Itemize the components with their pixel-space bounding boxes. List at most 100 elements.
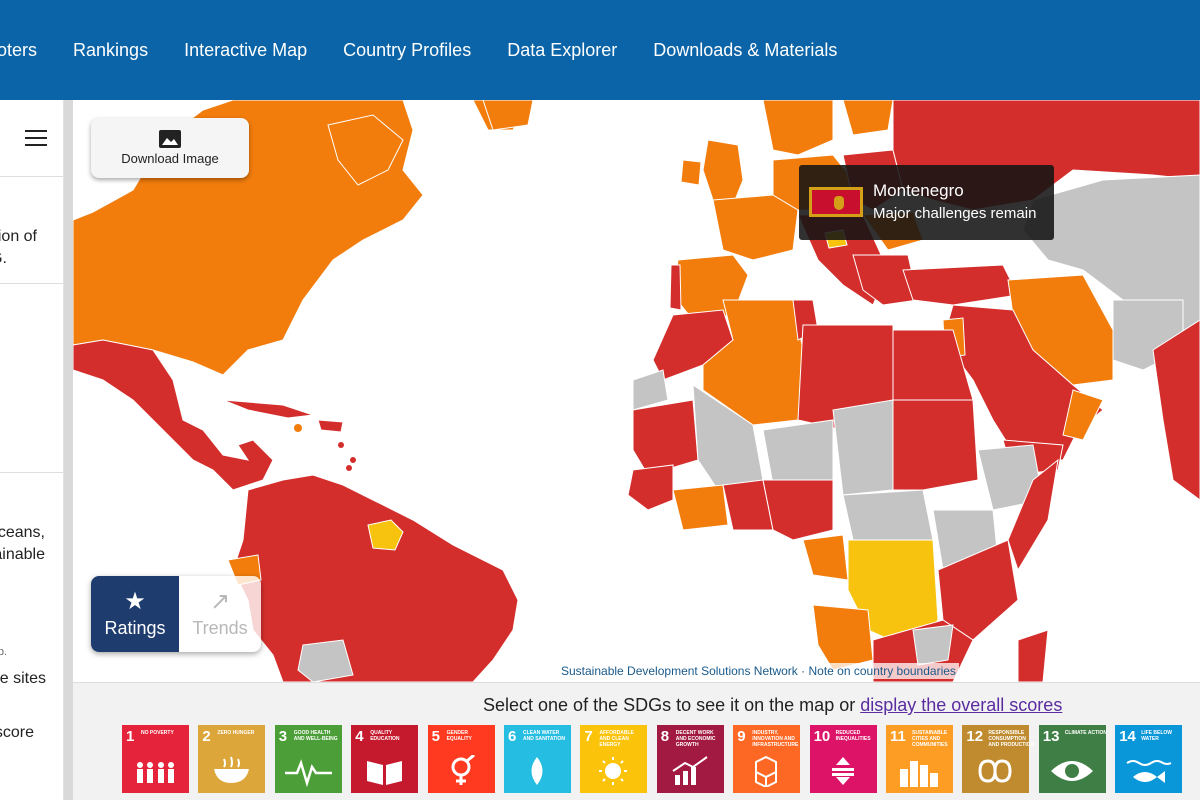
nav-link-chapters[interactable]: oters [0, 39, 38, 60]
sdg-tile-8[interactable]: 8 Decent Work and Economic Growth [656, 725, 724, 793]
sdg-tile-3[interactable]: 3 Good Health and Well-Being [274, 725, 342, 793]
sdg-tile-12[interactable]: 12 Responsible Consumption and Production [962, 725, 1034, 793]
sdg-title: Reduced Inequalities [835, 730, 871, 742]
nav-link-country-profiles[interactable]: Country Profiles [343, 39, 472, 60]
country-ireland[interactable] [680, 159, 702, 186]
side-info-panel: ion of G. ceans, ainable p. e sites scor… [0, 100, 64, 800]
sdg-number: 10 [813, 728, 831, 745]
country-sudan[interactable] [892, 399, 979, 491]
country-car[interactable] [842, 489, 934, 541]
country-south-america[interactable] [232, 474, 519, 682]
star-icon: ★ [124, 588, 146, 615]
attribution-source[interactable]: Sustainable Development Solutions Networ… [561, 664, 798, 678]
sdg-tile-5[interactable]: 5 Gender Equality [427, 725, 495, 793]
nav-link-data-explorer[interactable]: Data Explorer [507, 39, 618, 60]
country-madagascar[interactable] [1017, 629, 1049, 682]
ratings-button[interactable]: ★ Ratings [91, 576, 179, 652]
sdg-title: Zero Hunger [217, 730, 255, 736]
country-bolivia[interactable] [297, 639, 354, 682]
sdg-tile-9[interactable]: 9 Industry, Innovation and Infrastructure [733, 725, 801, 793]
country-cuba[interactable] [222, 399, 314, 419]
country-western-sahara[interactable] [632, 369, 669, 411]
sdg-tile-14[interactable]: 14 Life Below Water [1115, 725, 1183, 793]
island-marker[interactable] [294, 424, 302, 432]
country-mauritania[interactable] [632, 399, 699, 476]
country-malawi[interactable] [912, 624, 954, 666]
country-france[interactable] [712, 194, 799, 261]
sdg-number: 13 [1042, 728, 1060, 745]
bowl-icon [214, 756, 250, 783]
sdg-number: 14 [1119, 728, 1136, 745]
trends-label: Trends [192, 618, 248, 638]
country-iceland[interactable] [482, 100, 534, 131]
country-newfoundland[interactable] [327, 114, 404, 186]
country-mexico[interactable] [73, 339, 274, 491]
attribution-note[interactable]: Note on country boundaries [808, 664, 956, 678]
map-svg[interactable] [73, 100, 1200, 682]
country-nigeria[interactable] [762, 479, 834, 541]
country-senegal[interactable] [627, 464, 674, 511]
ratings-trends-toggle: ★ Ratings ↗ Trends [91, 576, 261, 652]
country-hispaniola[interactable] [317, 419, 344, 433]
panel-scrollbar[interactable] [64, 100, 73, 800]
sdg-title: Responsible Consumption and Production [988, 730, 1035, 748]
sdg-number: 5 [431, 728, 440, 745]
sun-power-icon [599, 757, 628, 785]
country-niger[interactable] [762, 419, 834, 486]
sdg-tile-10[interactable]: 10 Reduced Inequalities [809, 725, 877, 793]
sdg-title: Life Below Water [1141, 730, 1173, 742]
map-attribution: Sustainable Development Solutions Networ… [558, 663, 959, 679]
sdg-number: 9 [737, 728, 746, 745]
country-saudi-arabia[interactable] [942, 304, 1104, 461]
trends-button[interactable]: ↗ Trends [179, 576, 261, 652]
sdg-prompt-text: Select one of the SDGs to see it on the … [483, 695, 861, 715]
sdg-tile-4[interactable]: 4 Quality Education [351, 725, 419, 793]
sdg-title: Climate Action [1064, 730, 1108, 736]
island-marker[interactable] [350, 457, 356, 463]
panel-text-1b: G. [0, 250, 7, 267]
main-nav: oters Rankings Interactive Map Country P… [0, 0, 873, 100]
country-uk[interactable] [702, 139, 744, 206]
sdg-number: 8 [660, 728, 670, 745]
sdg-selector-bar: Select one of the SDGs to see it on the … [73, 682, 1200, 800]
country-angola[interactable] [812, 604, 874, 671]
sdg-title: Clean Water and Sanitation [523, 730, 566, 742]
country-chad[interactable] [832, 399, 894, 496]
panel-small-text: p. [0, 646, 7, 658]
nav-link-downloads[interactable]: Downloads & Materials [653, 39, 838, 60]
country-tanzania[interactable] [937, 539, 1019, 641]
sdg-tile-11[interactable]: 11 Sustainable Cities and Communities [886, 725, 953, 793]
nav-link-rankings[interactable]: Rankings [73, 39, 149, 60]
country-turkey[interactable] [902, 264, 1019, 306]
country-west-africa[interactable] [672, 484, 729, 531]
sdg-tile-6[interactable]: 6 Clean Water and Sanitation [504, 725, 571, 793]
nav-link-interactive-map[interactable]: Interactive Map [184, 39, 308, 60]
water-drop-icon [531, 757, 543, 785]
sdg-tile-7[interactable]: 7 Affordable and Clean Energy [580, 725, 648, 793]
island-marker[interactable] [338, 442, 344, 448]
fish-icon [1126, 760, 1172, 783]
island-marker[interactable] [346, 465, 352, 471]
hamburger-menu-icon[interactable] [25, 130, 47, 146]
country-portugal[interactable] [669, 264, 682, 311]
overall-scores-link[interactable]: display the overall scores [860, 695, 1063, 715]
country-cameroon[interactable] [802, 534, 849, 581]
attribution-separator: · [801, 664, 806, 678]
country-finland[interactable] [842, 100, 894, 136]
sdg-tile-2[interactable]: 2 Zero Hunger [198, 725, 266, 793]
country-somalia[interactable] [1007, 458, 1059, 572]
country-oman[interactable] [1062, 389, 1104, 441]
sdg-number: 4 [355, 728, 364, 745]
country-scandinavia[interactable] [762, 100, 834, 156]
panel-text-2a: ceans, [0, 524, 45, 541]
country-greece-bulgaria[interactable] [852, 254, 919, 306]
sdg-number: 11 [890, 728, 906, 745]
country-pakistan-india[interactable] [1152, 319, 1200, 501]
sdg-tile-1[interactable]: 1 No Poverty [122, 725, 189, 793]
sdg-title: Industry, Innovation and Infrastructure [752, 730, 799, 748]
download-image-button[interactable]: Download Image [91, 118, 249, 178]
panel-text-4: score [0, 724, 34, 741]
country-suriname[interactable] [367, 519, 404, 551]
sdg-tile-13[interactable]: 13 Climate Action [1038, 725, 1107, 793]
ratings-label: Ratings [104, 618, 166, 638]
